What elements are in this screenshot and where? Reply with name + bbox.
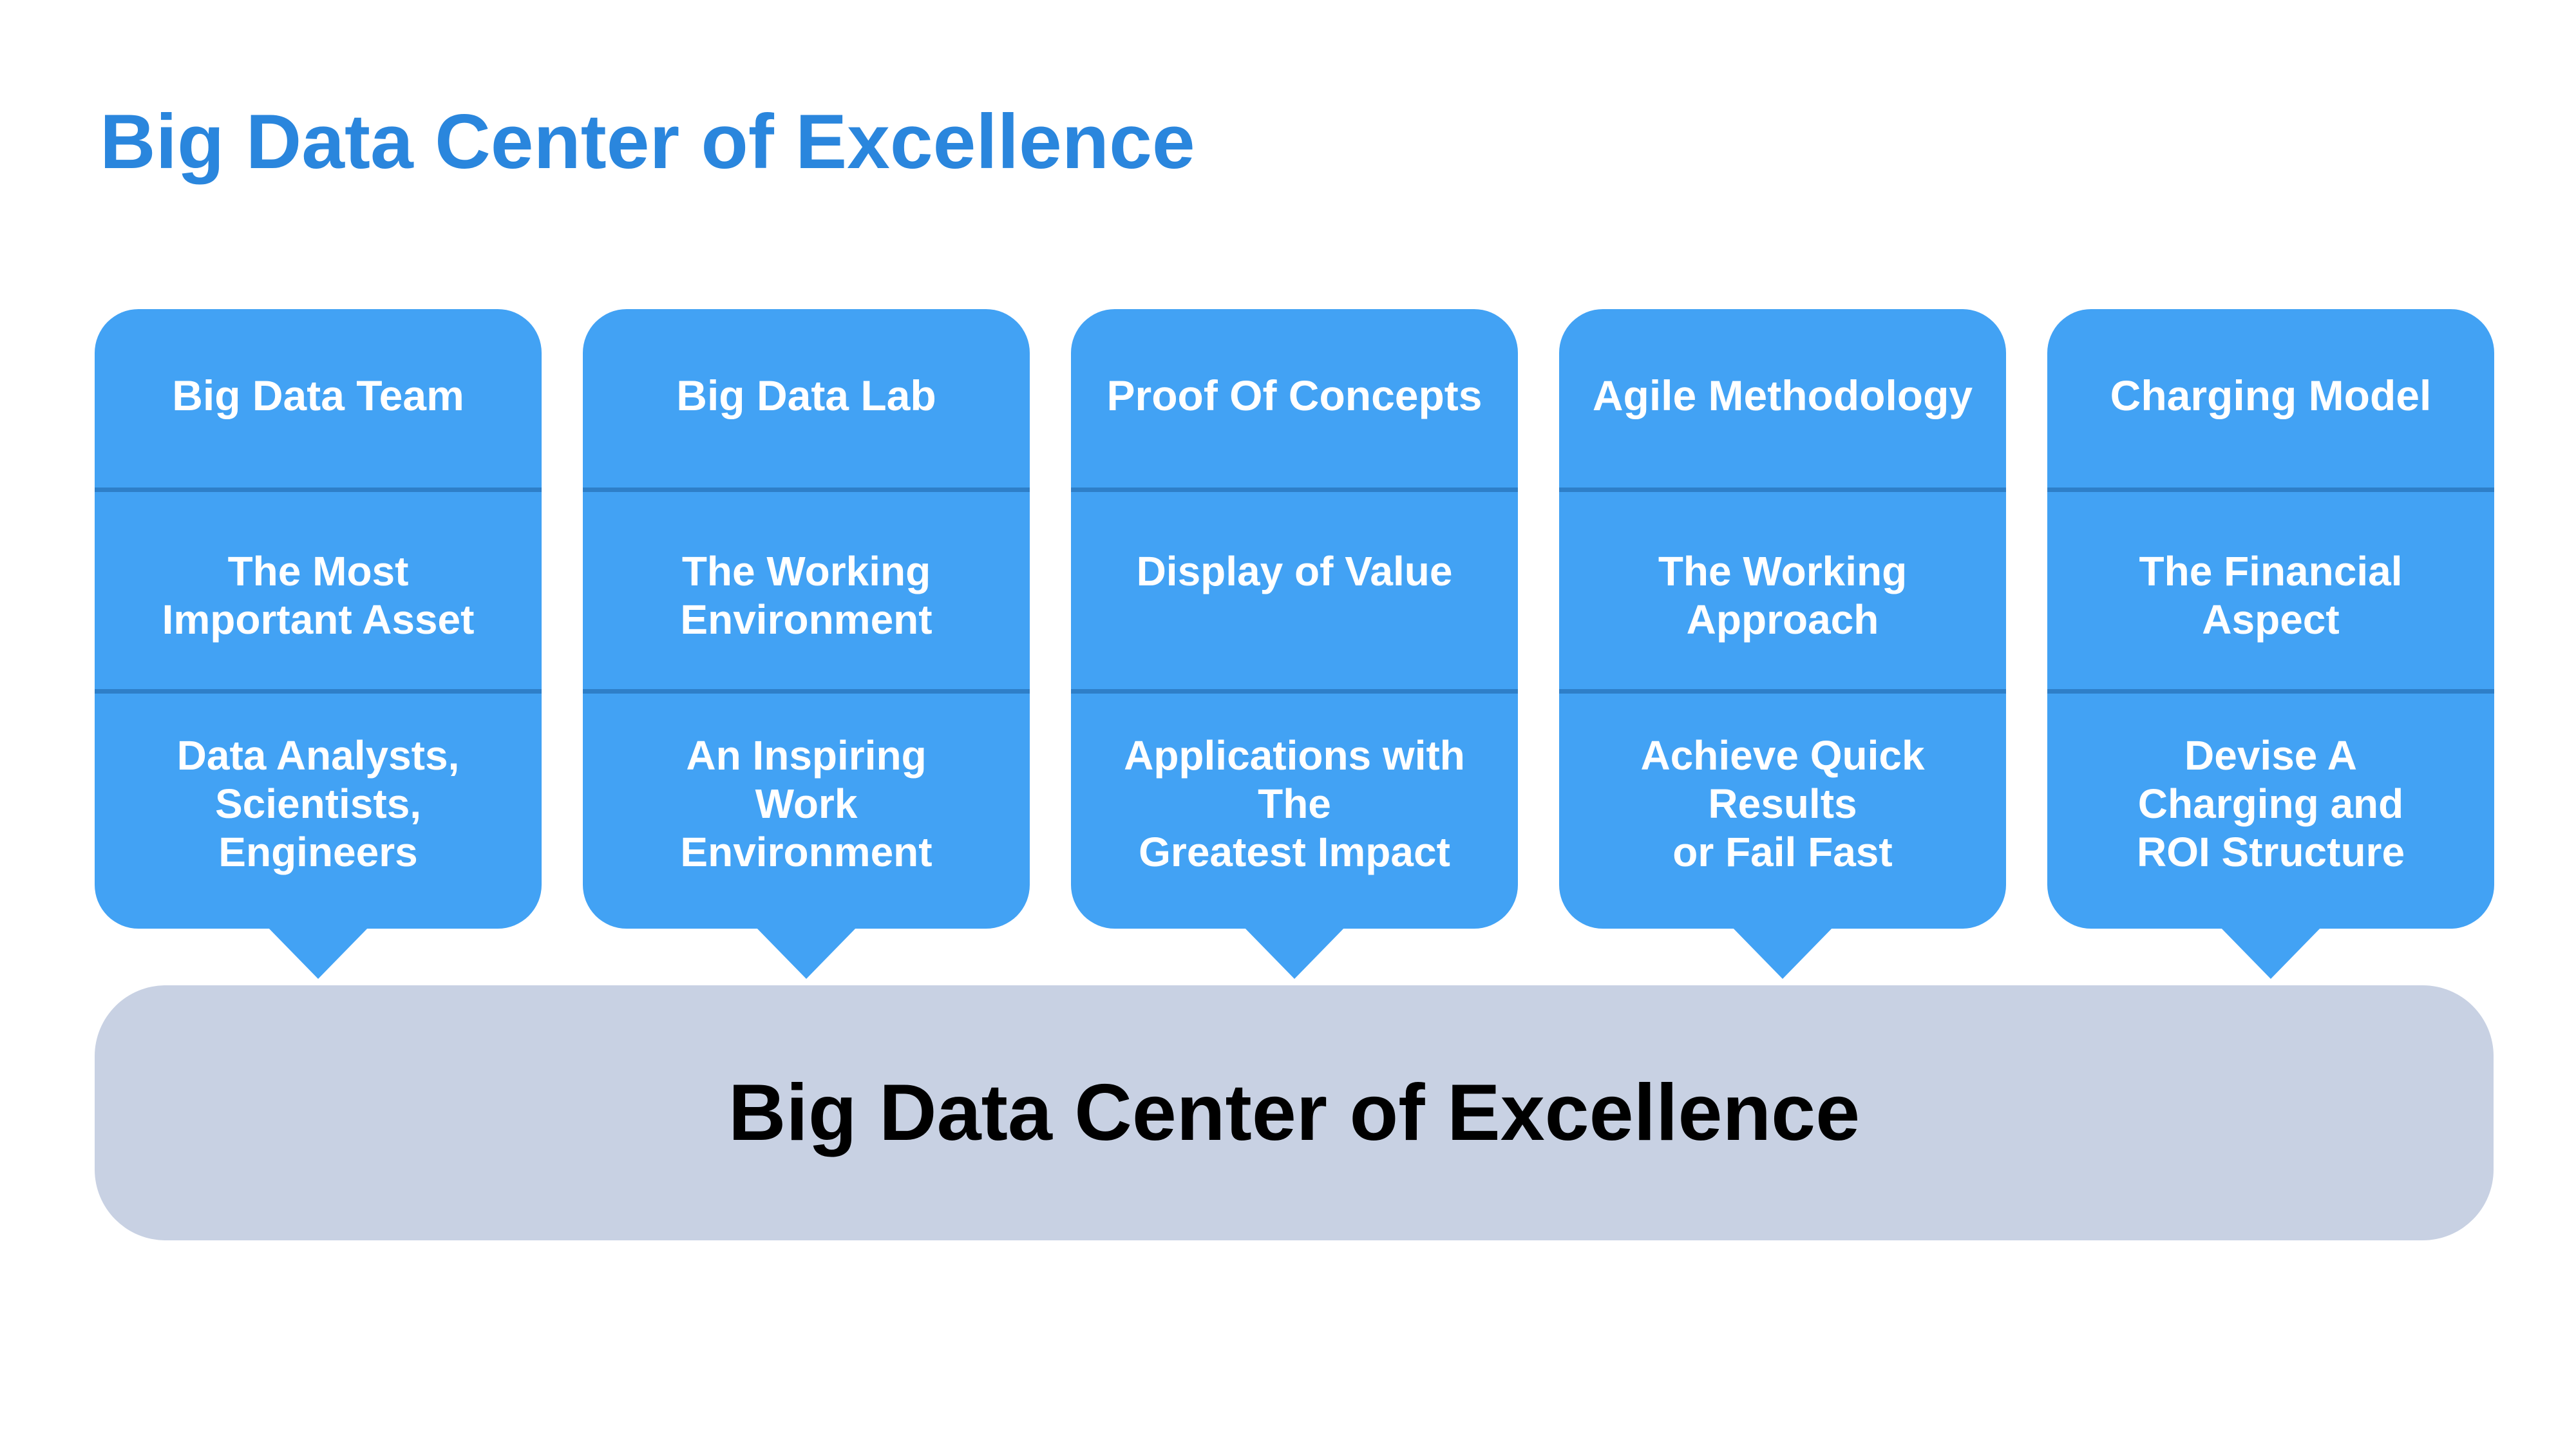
pillar-divider — [1071, 689, 1518, 694]
pillar-heading: Big Data Lab — [676, 372, 936, 419]
pillar-detail: An Inspiring Work Environment — [680, 732, 933, 875]
pillar-divider — [583, 488, 1030, 492]
pillar-heading: Agile Methodology — [1592, 372, 1973, 419]
page-title: Big Data Center of Excellence — [100, 99, 1195, 185]
pillar-divider — [95, 488, 542, 492]
pillar-heading: Big Data Team — [172, 372, 464, 419]
pillar-detail: Achieve Quick Results or Fail Fast — [1640, 732, 1925, 875]
pillar-focus: The Working Environment — [680, 548, 933, 643]
pillar-detail: Applications with The Greatest Impact — [1124, 732, 1465, 875]
pillar-card-big-data-lab: Big Data Lab The Working Environment An … — [583, 309, 1030, 979]
pillar-divider — [583, 689, 1030, 694]
pillar-pointer — [753, 925, 859, 979]
pillar-divider — [1071, 488, 1518, 492]
pillar-divider — [2047, 488, 2494, 492]
foundation-label: Big Data Center of Excellence — [728, 1068, 1861, 1157]
pillar-card-proof-of-concepts: Proof Of Concepts Display of Value Appli… — [1071, 309, 1518, 979]
pillar-focus: The Most Important Asset — [162, 548, 475, 643]
pillar-focus: The Financial Aspect — [2139, 548, 2403, 643]
pillar-focus: The Working Approach — [1658, 548, 1908, 643]
pillar-pointer — [2218, 925, 2324, 979]
pillar-pointer — [1242, 925, 1347, 979]
pillar-divider — [2047, 689, 2494, 694]
pillar-card-big-data-team: Big Data Team The Most Important Asset D… — [95, 309, 542, 979]
foundation-bar: Big Data Center of Excellence — [95, 985, 2494, 1240]
pillar-divider — [1559, 488, 2006, 492]
pillar-detail: Devise A Charging and ROI Structure — [2136, 732, 2405, 875]
pillar-detail: Data Analysts, Scientists, Engineers — [176, 732, 460, 875]
pillar-divider — [1559, 689, 2006, 694]
pillar-focus: Display of Value — [1136, 548, 1453, 594]
pillar-heading: Proof Of Concepts — [1106, 372, 1482, 419]
pillar-pointer — [265, 925, 371, 979]
pillar-card-charging-model: Charging Model The Financial Aspect Devi… — [2047, 309, 2494, 979]
pillar-card-agile-methodology: Agile Methodology The Working Approach A… — [1559, 309, 2006, 979]
pillar-pointer — [1730, 925, 1835, 979]
pillar-divider — [95, 689, 542, 694]
pillar-heading: Charging Model — [2110, 372, 2432, 419]
